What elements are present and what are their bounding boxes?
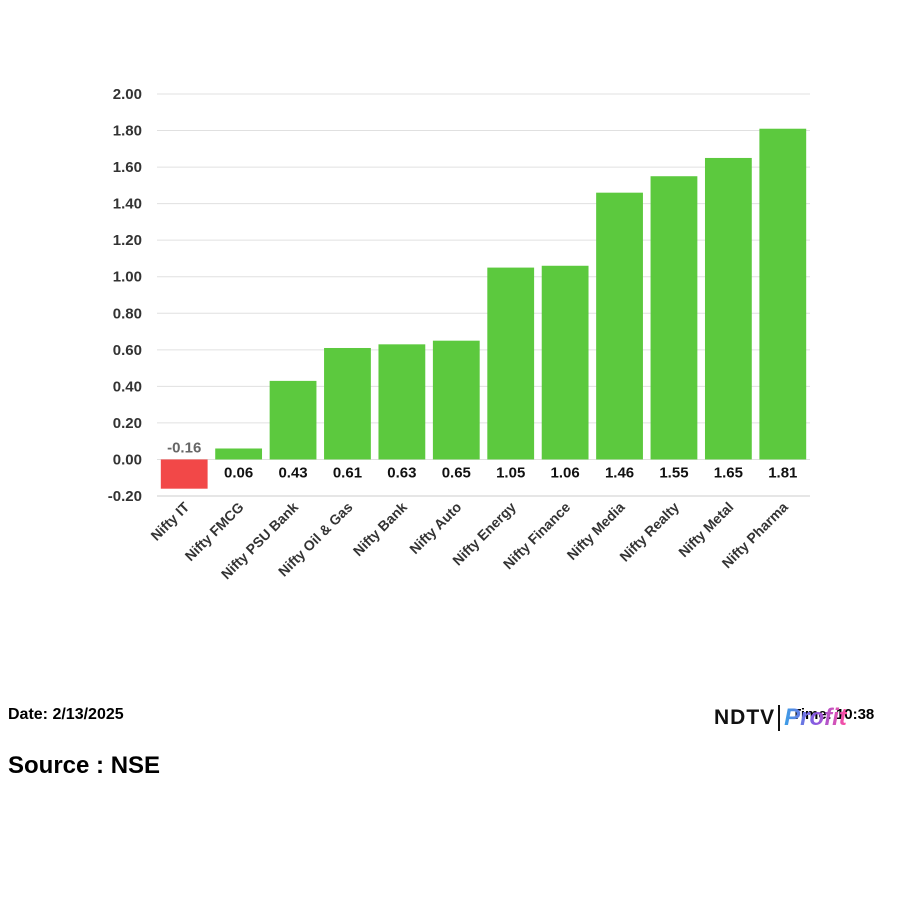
bar [596, 192, 643, 460]
bar [541, 265, 589, 460]
y-tick-label: 0.40 [113, 378, 142, 395]
data-label: 0.63 [387, 464, 416, 481]
data-label: 0.65 [442, 464, 471, 481]
data-label: 1.81 [768, 464, 797, 481]
bar [160, 459, 208, 489]
y-tick-label: 1.80 [113, 123, 142, 140]
data-label: 1.55 [659, 464, 688, 481]
data-label: 1.05 [496, 464, 525, 481]
bar-chart: 2.00 1.80 1.60 1.40 1.20 1.00 0.80 0.60 0.40 0.20… [108, 86, 810, 582]
bar [269, 380, 317, 460]
y-tick-label: -0.20 [108, 488, 142, 505]
bar [704, 157, 752, 460]
bar [650, 176, 698, 460]
x-tick-label: Nifty Realty [616, 499, 682, 565]
y-axis-ticks: 2.00 1.80 1.60 1.40 1.20 1.00 0.80 0.60 0.40 0.20… [108, 86, 142, 505]
time-label: Time: 10:38 [792, 706, 875, 723]
data-label: 1.65 [714, 464, 743, 481]
x-tick-label: Nifty Auto [406, 499, 464, 557]
data-label: 0.43 [278, 464, 307, 481]
brand-ndtv: NDTV [714, 706, 776, 729]
y-tick-label: 0.00 [113, 451, 142, 468]
y-tick-label: 0.60 [113, 342, 142, 359]
ndtv-profit-logo: NDTV Profit [714, 702, 847, 734]
data-label: 1.46 [605, 464, 634, 481]
bar [432, 340, 480, 460]
y-tick-label: 0.20 [113, 415, 142, 432]
y-tick-label: 1.40 [113, 196, 142, 213]
gridlines [157, 93, 810, 497]
bar [378, 344, 426, 460]
x-tick-label: Nifty Bank [350, 499, 410, 559]
x-tick-label: Nifty IT [147, 498, 192, 543]
bar [215, 448, 263, 460]
source-label: Source : NSE [8, 752, 161, 779]
brand-profit: Profit [784, 704, 847, 731]
y-tick-label: 0.80 [113, 305, 142, 322]
y-tick-label: 1.60 [113, 159, 142, 176]
bar [759, 128, 807, 460]
date-label: Date: 2/13/2025 [8, 706, 124, 723]
data-label: 0.06 [224, 464, 253, 481]
bar [324, 347, 371, 460]
bars [160, 128, 807, 489]
data-labels: -0.16 0.06 0.43 0.61 0.63 0.65 1.05 1.06 1.46 1.5… [167, 439, 797, 481]
y-tick-label: 1.00 [113, 269, 142, 286]
data-label: 0.61 [333, 464, 362, 481]
y-tick-label: 2.00 [113, 86, 142, 103]
data-label: 1.06 [551, 464, 580, 481]
y-tick-label: 1.20 [113, 232, 142, 249]
brand-divider [778, 705, 781, 731]
data-label: -0.16 [167, 439, 201, 456]
bar [487, 267, 535, 460]
